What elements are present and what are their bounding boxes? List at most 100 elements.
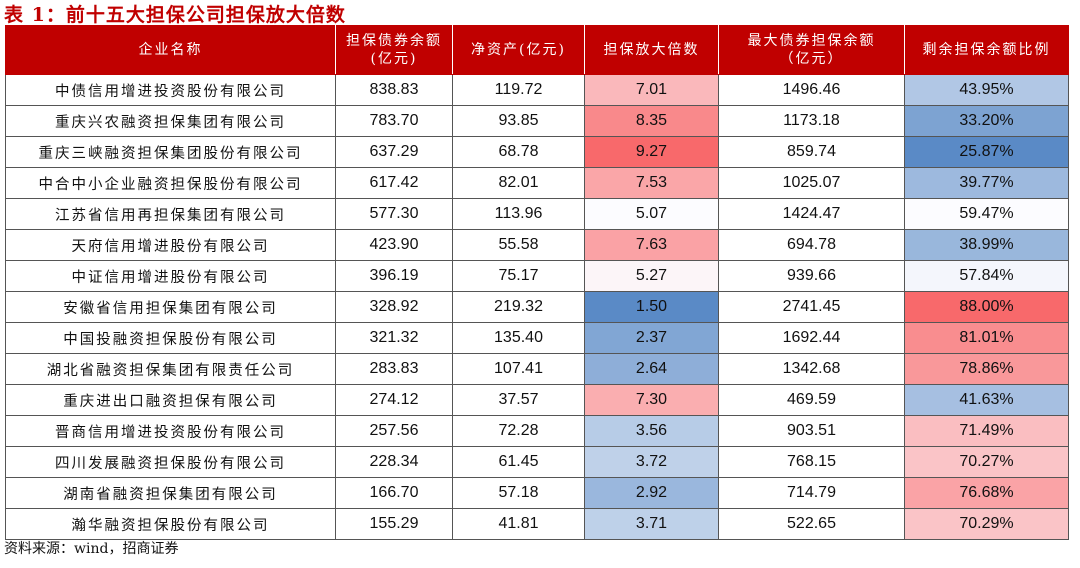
cell-remaining-ratio: 70.27% [904, 446, 1069, 478]
cell-company-name: 天府信用增进股份有限公司 [5, 229, 336, 261]
cell-bond-balance: 577.30 [335, 198, 453, 230]
table-row: 中债信用增进投资股份有限公司 838.83 119.72 7.01 1496.46 43.… [5, 74, 1069, 106]
header-bond-balance: 担保债券余额 (亿元) [335, 25, 453, 75]
cell-company-name: 重庆进出口融资担保有限公司 [5, 384, 336, 416]
cell-max-balance: 522.65 [718, 508, 905, 540]
cell-bond-balance: 283.83 [335, 353, 453, 385]
cell-company-name: 重庆兴农融资担保集团有限公司 [5, 105, 336, 137]
cell-multiplier: 7.53 [584, 167, 719, 199]
cell-max-balance: 1424.47 [718, 198, 905, 230]
cell-company-name: 四川发展融资担保股份有限公司 [5, 446, 336, 478]
cell-net-assets: 219.32 [452, 291, 585, 323]
cell-remaining-ratio: 33.20% [904, 105, 1069, 137]
cell-max-balance: 1173.18 [718, 105, 905, 137]
cell-company-name: 中国投融资担保股份有限公司 [5, 322, 336, 354]
cell-max-balance: 714.79 [718, 477, 905, 509]
cell-bond-balance: 617.42 [335, 167, 453, 199]
cell-remaining-ratio: 81.01% [904, 322, 1069, 354]
cell-multiplier: 3.56 [584, 415, 719, 447]
cell-company-name: 中债信用增进投资股份有限公司 [5, 74, 336, 106]
cell-bond-balance: 423.90 [335, 229, 453, 261]
cell-bond-balance: 321.32 [335, 322, 453, 354]
cell-multiplier: 8.35 [584, 105, 719, 137]
cell-remaining-ratio: 70.29% [904, 508, 1069, 540]
table-title: 表 1：前十五大担保公司担保放大倍数 [4, 4, 346, 26]
cell-multiplier: 3.72 [584, 446, 719, 478]
header-company-name: 企业名称 [5, 25, 336, 75]
cell-remaining-ratio: 76.68% [904, 477, 1069, 509]
cell-multiplier: 7.30 [584, 384, 719, 416]
source-note: 资料来源：wind，招商证券 [4, 541, 179, 557]
cell-remaining-ratio: 88.00% [904, 291, 1069, 323]
cell-net-assets: 113.96 [452, 198, 585, 230]
cell-multiplier: 3.71 [584, 508, 719, 540]
guarantee-table: 企业名称 担保债券余额 (亿元) 净资产(亿元) 担保放大倍数 最大债券担保余额 （亿元… [5, 25, 1069, 540]
table-row: 四川发展融资担保股份有限公司 228.34 61.45 3.72 768.15 70.27… [5, 446, 1069, 478]
cell-max-balance: 1692.44 [718, 322, 905, 354]
cell-company-name: 湖北省融资担保集团有限责任公司 [5, 353, 336, 385]
cell-company-name: 江苏省信用再担保集团有限公司 [5, 198, 336, 230]
table-row: 中合中小企业融资担保股份有限公司 617.42 82.01 7.53 1025.07 39… [5, 167, 1069, 199]
cell-max-balance: 768.15 [718, 446, 905, 478]
cell-net-assets: 72.28 [452, 415, 585, 447]
cell-bond-balance: 838.83 [335, 74, 453, 106]
cell-bond-balance: 257.56 [335, 415, 453, 447]
cell-net-assets: 75.17 [452, 260, 585, 292]
cell-multiplier: 5.27 [584, 260, 719, 292]
cell-max-balance: 1496.46 [718, 74, 905, 106]
cell-multiplier: 7.01 [584, 74, 719, 106]
cell-net-assets: 82.01 [452, 167, 585, 199]
cell-net-assets: 61.45 [452, 446, 585, 478]
cell-net-assets: 107.41 [452, 353, 585, 385]
table-row: 晋商信用增进投资股份有限公司 257.56 72.28 3.56 903.51 71.49… [5, 415, 1069, 447]
cell-max-balance: 1342.68 [718, 353, 905, 385]
cell-company-name: 中证信用增进股份有限公司 [5, 260, 336, 292]
cell-company-name: 湖南省融资担保集团有限公司 [5, 477, 336, 509]
cell-remaining-ratio: 78.86% [904, 353, 1069, 385]
cell-max-balance: 1025.07 [718, 167, 905, 199]
table-row: 重庆兴农融资担保集团有限公司 783.70 93.85 8.35 1173.18 33.2… [5, 105, 1069, 137]
cell-net-assets: 57.18 [452, 477, 585, 509]
table-row: 湖北省融资担保集团有限责任公司 283.83 107.41 2.64 1342.68 78… [5, 353, 1069, 385]
cell-max-balance: 469.59 [718, 384, 905, 416]
cell-net-assets: 135.40 [452, 322, 585, 354]
cell-max-balance: 939.66 [718, 260, 905, 292]
cell-multiplier: 1.50 [584, 291, 719, 323]
table-row: 重庆三峡融资担保集团股份有限公司 637.29 68.78 9.27 859.74 25.… [5, 136, 1069, 168]
table-row: 天府信用增进股份有限公司 423.90 55.58 7.63 694.78 38.99% [5, 229, 1069, 261]
cell-bond-balance: 228.34 [335, 446, 453, 478]
cell-multiplier: 9.27 [584, 136, 719, 168]
table-row: 中证信用增进股份有限公司 396.19 75.17 5.27 939.66 57.84% [5, 260, 1069, 292]
cell-net-assets: 93.85 [452, 105, 585, 137]
cell-remaining-ratio: 41.63% [904, 384, 1069, 416]
cell-bond-balance: 783.70 [335, 105, 453, 137]
header-max-balance: 最大债券担保余额 （亿元） [718, 25, 905, 75]
cell-net-assets: 119.72 [452, 74, 585, 106]
cell-net-assets: 68.78 [452, 136, 585, 168]
cell-max-balance: 859.74 [718, 136, 905, 168]
cell-remaining-ratio: 43.95% [904, 74, 1069, 106]
cell-company-name: 晋商信用增进投资股份有限公司 [5, 415, 336, 447]
cell-max-balance: 903.51 [718, 415, 905, 447]
cell-net-assets: 37.57 [452, 384, 585, 416]
cell-remaining-ratio: 71.49% [904, 415, 1069, 447]
cell-net-assets: 41.81 [452, 508, 585, 540]
table-row: 湖南省融资担保集团有限公司 166.70 57.18 2.92 714.79 76.68% [5, 477, 1069, 509]
table-row: 重庆进出口融资担保有限公司 274.12 37.57 7.30 469.59 41.63% [5, 384, 1069, 416]
header-remaining-ratio: 剩余担保余额比例 [904, 25, 1069, 75]
cell-bond-balance: 166.70 [335, 477, 453, 509]
header-row: 企业名称 担保债券余额 (亿元) 净资产(亿元) 担保放大倍数 最大债券担保余额 （亿元… [5, 25, 1069, 75]
cell-remaining-ratio: 59.47% [904, 198, 1069, 230]
header-net-assets: 净资产(亿元) [452, 25, 585, 75]
cell-company-name: 中合中小企业融资担保股份有限公司 [5, 167, 336, 199]
cell-remaining-ratio: 38.99% [904, 229, 1069, 261]
table-row: 瀚华融资担保股份有限公司 155.29 41.81 3.71 522.65 70.29% [5, 508, 1069, 540]
cell-net-assets: 55.58 [452, 229, 585, 261]
cell-bond-balance: 637.29 [335, 136, 453, 168]
cell-multiplier: 5.07 [584, 198, 719, 230]
cell-max-balance: 694.78 [718, 229, 905, 261]
cell-bond-balance: 396.19 [335, 260, 453, 292]
cell-multiplier: 2.92 [584, 477, 719, 509]
table-row: 中国投融资担保股份有限公司 321.32 135.40 2.37 1692.44 81.0… [5, 322, 1069, 354]
cell-remaining-ratio: 57.84% [904, 260, 1069, 292]
